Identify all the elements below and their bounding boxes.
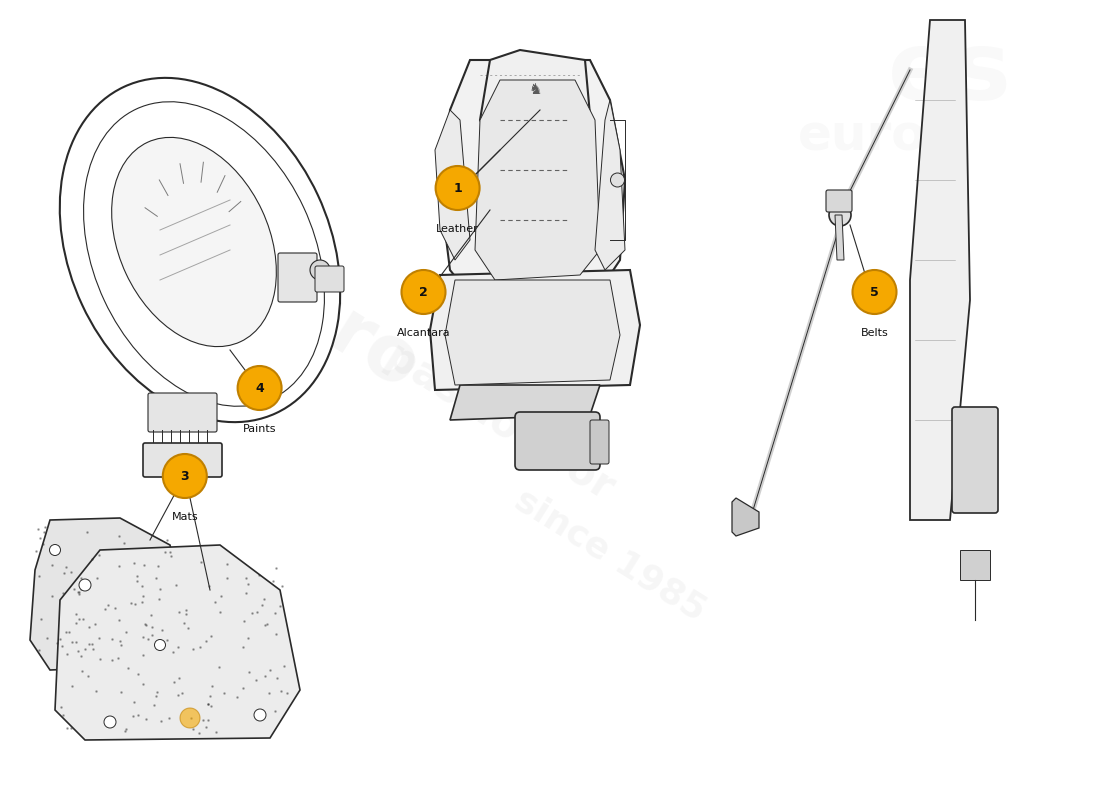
FancyBboxPatch shape xyxy=(148,393,217,432)
Circle shape xyxy=(402,270,446,314)
Polygon shape xyxy=(434,110,470,260)
Text: Belts: Belts xyxy=(860,328,889,338)
Polygon shape xyxy=(475,80,600,280)
Polygon shape xyxy=(430,270,640,390)
Circle shape xyxy=(104,716,116,728)
Text: 3: 3 xyxy=(180,470,189,482)
FancyBboxPatch shape xyxy=(515,412,600,470)
Polygon shape xyxy=(446,60,625,295)
Ellipse shape xyxy=(84,102,324,406)
Text: Alcantara: Alcantara xyxy=(397,328,450,338)
FancyBboxPatch shape xyxy=(826,190,852,212)
Text: ♞: ♞ xyxy=(528,82,542,98)
Polygon shape xyxy=(510,155,540,190)
Circle shape xyxy=(180,708,200,728)
Text: 4: 4 xyxy=(255,382,264,394)
Ellipse shape xyxy=(59,78,340,422)
Text: europ: europ xyxy=(798,112,962,160)
FancyBboxPatch shape xyxy=(143,443,222,477)
FancyBboxPatch shape xyxy=(952,407,998,513)
Text: 2: 2 xyxy=(419,286,428,298)
Polygon shape xyxy=(450,385,600,420)
Polygon shape xyxy=(835,215,844,260)
FancyBboxPatch shape xyxy=(590,420,609,464)
Circle shape xyxy=(79,579,91,591)
Circle shape xyxy=(254,709,266,721)
Circle shape xyxy=(50,545,60,555)
Polygon shape xyxy=(30,518,185,670)
Polygon shape xyxy=(595,100,625,270)
Circle shape xyxy=(154,639,165,650)
Circle shape xyxy=(852,270,896,314)
Text: since 1985: since 1985 xyxy=(508,482,712,627)
Polygon shape xyxy=(960,550,990,580)
Polygon shape xyxy=(446,280,620,385)
Text: Mats: Mats xyxy=(172,512,198,522)
Text: 1: 1 xyxy=(453,182,462,194)
Circle shape xyxy=(238,366,282,410)
Polygon shape xyxy=(732,498,759,536)
Polygon shape xyxy=(55,545,300,740)
FancyBboxPatch shape xyxy=(278,253,317,302)
Circle shape xyxy=(310,260,330,280)
Circle shape xyxy=(436,166,480,210)
FancyBboxPatch shape xyxy=(315,266,344,292)
Text: 5: 5 xyxy=(870,286,879,298)
Circle shape xyxy=(163,454,207,498)
Polygon shape xyxy=(910,20,970,520)
Text: es: es xyxy=(888,27,1012,120)
Circle shape xyxy=(829,204,851,226)
Ellipse shape xyxy=(112,138,276,346)
Text: Paints: Paints xyxy=(243,424,276,434)
Text: euro: euro xyxy=(227,239,433,406)
Text: passion for: passion for xyxy=(378,335,622,509)
Text: Leather: Leather xyxy=(437,224,478,234)
Circle shape xyxy=(610,173,625,187)
Polygon shape xyxy=(480,50,590,160)
